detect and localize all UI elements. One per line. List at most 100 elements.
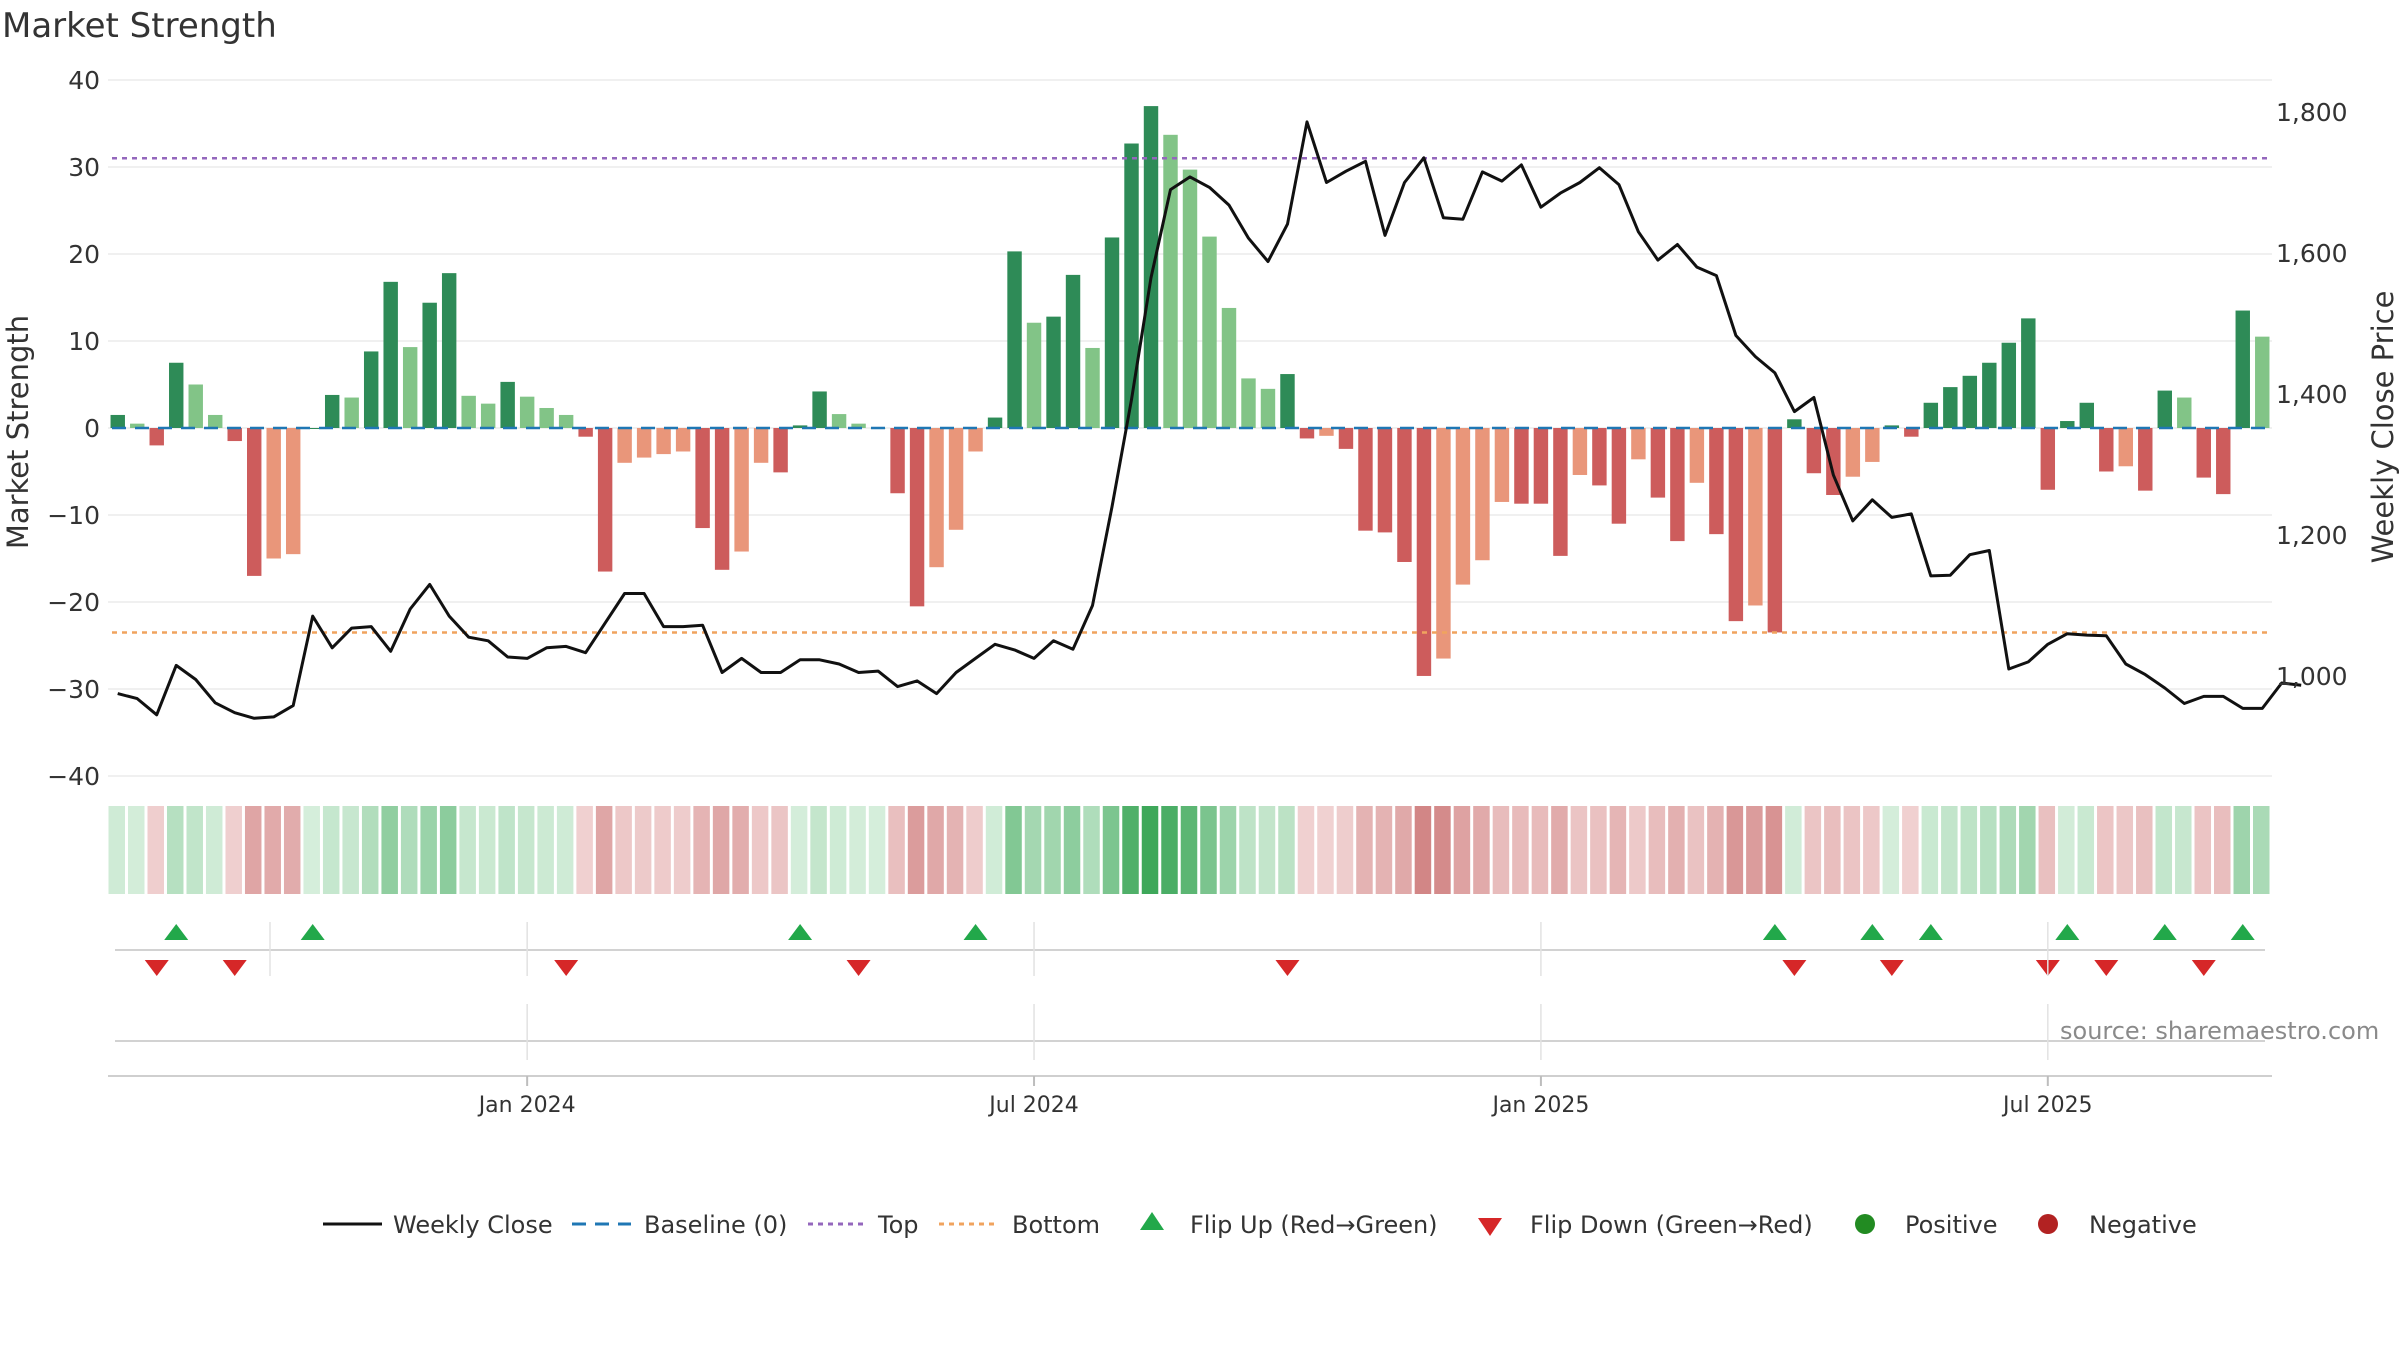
strength-bar	[1358, 428, 1373, 531]
strength-bar	[324, 394, 340, 428]
strength-bar	[1280, 374, 1295, 428]
heat-cell	[1882, 806, 1900, 894]
strength-bar	[1007, 251, 1022, 428]
flip-markers	[144, 924, 2255, 976]
strength-bar	[812, 391, 827, 428]
legend-label: Bottom	[1012, 1211, 1100, 1239]
heat-cell	[790, 806, 808, 894]
legend-label: Negative	[2089, 1211, 2197, 1239]
strength-bar	[636, 428, 652, 458]
strength-bar	[519, 396, 535, 428]
strength-bar	[1494, 428, 1510, 502]
heat-cell	[439, 806, 457, 894]
strength-bar	[1065, 274, 1081, 428]
flip-up-marker	[1762, 924, 1787, 940]
heat-cell	[2058, 806, 2075, 894]
strength-bar	[1436, 428, 1451, 659]
date-axis: Jan 2024 Jul 2024 Jan 2025 Jul 2025	[108, 922, 2272, 1118]
strength-bar	[461, 395, 476, 428]
weekly-close-line	[117, 120, 2302, 720]
heat-cell	[556, 806, 574, 894]
heat-cell	[1375, 806, 1393, 894]
y2-tick-label: 1,200	[2276, 521, 2348, 550]
y-tick-label: −40	[47, 762, 100, 791]
flip-down-marker	[554, 960, 579, 976]
y-axis-title: Market Strength	[1, 315, 35, 549]
strength-bar	[266, 428, 281, 559]
heat-cell	[927, 806, 944, 894]
strength-bars	[110, 106, 2270, 676]
strength-bar	[344, 397, 359, 428]
heat-cell	[1414, 806, 1432, 894]
strength-bar	[2060, 421, 2075, 428]
heat-cell	[693, 806, 710, 894]
strength-bar	[675, 428, 691, 452]
legend-label: Flip Down (Green→Red)	[1530, 1211, 1813, 1239]
heat-cell	[1278, 806, 1295, 894]
strength-bar	[1163, 134, 1178, 428]
heat-cell	[1492, 806, 1510, 894]
strength-bar	[1319, 428, 1334, 436]
right-axis-ticks: 1,800 1,600 1,400 1,200 1,000	[2276, 98, 2348, 691]
strength-bar	[1397, 428, 1412, 562]
strength-bar	[1143, 106, 1159, 428]
strength-bar	[753, 428, 769, 463]
source-annotation: source: sharemaestro.com	[2060, 1017, 2379, 1045]
strength-bar	[558, 414, 574, 428]
strength-bar	[831, 414, 847, 428]
strength-bar	[1046, 316, 1061, 428]
heat-cell	[966, 806, 983, 894]
heat-cell	[985, 806, 1003, 894]
strength-bar	[714, 428, 730, 570]
strength-bar	[1611, 428, 1627, 524]
strength-bar	[968, 428, 983, 452]
strength-bar	[578, 428, 593, 437]
flip-down-marker	[1275, 960, 1300, 976]
heat-cell	[1258, 806, 1276, 894]
heat-cell	[537, 806, 554, 894]
strength-bar	[247, 428, 262, 576]
strength-bar	[1962, 375, 1978, 428]
y-tick-label: 30	[68, 153, 100, 182]
strength-bar	[656, 428, 671, 455]
flip-up-marker	[2152, 924, 2177, 940]
chart-title: Market Strength	[2, 6, 277, 46]
heat-cell	[2155, 806, 2173, 894]
heat-cell	[771, 806, 788, 894]
heat-cell	[2019, 806, 2036, 894]
heat-cell	[1824, 806, 1841, 894]
heat-cell	[1180, 806, 1198, 894]
heat-cell	[1531, 806, 1549, 894]
heat-cell	[1161, 806, 1178, 894]
heat-cell	[829, 806, 847, 894]
heat-cell	[615, 806, 632, 894]
flip-up-marker	[1860, 924, 1885, 940]
heat-cell	[1863, 806, 1880, 894]
strength-bar	[1299, 428, 1315, 439]
legend-label: Flip Up (Red→Green)	[1190, 1211, 1438, 1239]
strength-bar	[539, 407, 554, 428]
heat-cell	[1551, 806, 1568, 894]
flip-down-marker	[144, 960, 169, 976]
strength-bar	[1982, 362, 1997, 428]
strength-bar	[2021, 318, 2036, 428]
strength-bar	[1943, 387, 1958, 428]
flip-up-marker	[2055, 924, 2080, 940]
strength-bar	[792, 425, 808, 428]
legend-label: Weekly Close	[393, 1211, 553, 1239]
y-tick-label: −30	[47, 675, 100, 704]
strength-bar	[1026, 322, 1042, 428]
reference-lines	[112, 157, 2272, 634]
strength-bar	[2255, 336, 2270, 428]
y2-axis-title: Weekly Close Price	[2366, 291, 2400, 564]
strength-bar	[851, 423, 866, 428]
flip-down-marker	[1879, 960, 1904, 976]
strength-bar	[2099, 428, 2114, 472]
strength-bar	[1514, 428, 1529, 504]
strength-bar	[480, 403, 496, 428]
heat-cell	[1336, 806, 1354, 894]
heat-cell	[303, 806, 320, 894]
flip-down-marker	[2191, 960, 2216, 976]
heat-cell	[1687, 806, 1705, 894]
y-tick-label: −20	[47, 588, 100, 617]
